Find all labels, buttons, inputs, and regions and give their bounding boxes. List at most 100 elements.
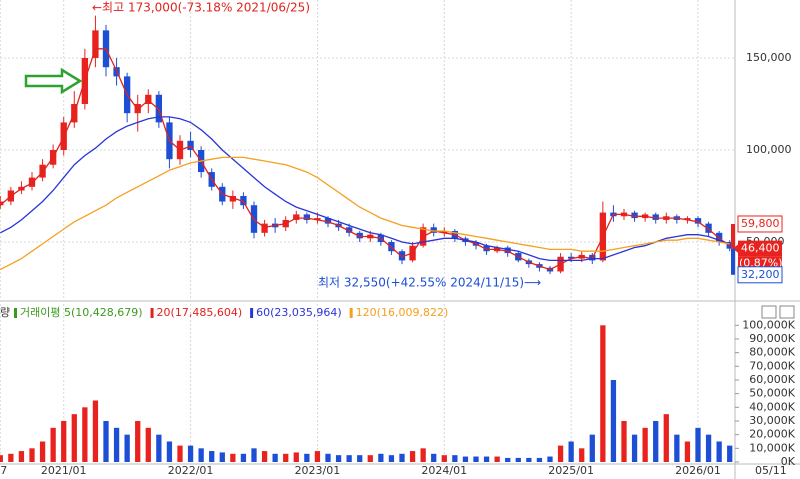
- volume-bar: [473, 456, 479, 462]
- volume-bar: [209, 451, 215, 462]
- y-tick-label: 40,000K: [749, 400, 795, 413]
- candle-body: [303, 214, 311, 220]
- candle-body: [430, 227, 437, 233]
- volume-bar: [653, 420, 659, 462]
- candle-body: [261, 223, 268, 233]
- candle-body: [483, 245, 490, 252]
- volume-bar: [462, 456, 469, 462]
- grid: [0, 0, 735, 464]
- volume-bar: [0, 455, 3, 462]
- volume-bar: [145, 427, 151, 462]
- current-price: 46,400: [741, 242, 780, 255]
- candle-body: [504, 247, 511, 254]
- legend-entry: 60(23,035,964): [256, 306, 342, 319]
- volume-bar: [71, 414, 77, 462]
- volume-bar: [378, 453, 384, 462]
- volume-bar: [283, 453, 289, 462]
- legend-swatch: [250, 308, 254, 318]
- price-tag: [737, 266, 783, 284]
- volume-bar: [61, 420, 67, 462]
- volume-bar: [420, 448, 426, 462]
- y-tick-label: 100,000: [746, 143, 792, 156]
- x-tick-label: 2026/01: [675, 464, 721, 477]
- volume-bar: [272, 453, 278, 462]
- volume-bar: [674, 434, 680, 462]
- legend-swatch: [349, 308, 353, 318]
- volume-bar: [388, 455, 395, 462]
- volume-bar: [589, 434, 595, 462]
- range-bar-down: [731, 248, 735, 275]
- y-tick-label: 10,000K: [749, 441, 795, 454]
- volume-bar: [240, 453, 247, 462]
- candle-body: [229, 196, 237, 202]
- moving-average-line: [0, 116, 730, 262]
- candle-body: [398, 251, 406, 261]
- icon[interactable]: [761, 305, 777, 319]
- y-tick-label: 150,000: [746, 51, 792, 64]
- volume-bar: [716, 441, 722, 462]
- x-tick-label: 2021/01: [41, 464, 87, 477]
- candle-body: [155, 94, 163, 123]
- volume-bar: [610, 379, 617, 462]
- volume-bar: [113, 427, 120, 462]
- volume-bar: [314, 451, 321, 462]
- volume-bar: [536, 457, 543, 462]
- candle-body: [715, 232, 723, 243]
- volume-label: 량: [0, 306, 10, 319]
- range-bar-up: [731, 223, 735, 249]
- x-tick-label: 2024/01: [421, 464, 467, 477]
- volume-bar: [621, 420, 627, 462]
- legend-swatch: [14, 308, 17, 318]
- y-tick-label: 80,000K: [749, 346, 795, 359]
- candle-body: [293, 214, 300, 220]
- volume-bar: [727, 445, 733, 462]
- volume-bar: [441, 455, 447, 462]
- volume-bar: [198, 448, 204, 462]
- candle-body: [356, 232, 363, 239]
- volume-bar: [29, 448, 35, 462]
- volume-bar: [642, 427, 648, 462]
- legend-entry: 20(17,485,604): [157, 306, 243, 319]
- volume-bar: [166, 441, 173, 462]
- right-axis: 50,000100,000150,0000K10,000K20,000K30,0…: [731, 51, 796, 468]
- y-tick-label: 0K: [781, 455, 796, 468]
- volume-bar: [156, 434, 162, 462]
- candle-body: [324, 218, 332, 224]
- volume-bar: [261, 451, 268, 462]
- candle-body: [441, 230, 448, 233]
- moving-average-line: [0, 156, 730, 271]
- candle-body: [345, 227, 353, 233]
- x-tick-label: 07: [0, 464, 7, 477]
- candle-body: [694, 218, 702, 224]
- volume-bar: [705, 434, 712, 462]
- volume-bar: [124, 434, 130, 462]
- volume-bar: [483, 456, 490, 462]
- y-tick-label: 20,000K: [749, 428, 795, 441]
- volume-bar: [39, 441, 46, 462]
- x-tick-label: 2023/01: [295, 464, 341, 477]
- volume-bar: [431, 453, 437, 462]
- volume-bar: [367, 455, 373, 462]
- volume-bar: [92, 400, 99, 462]
- volume-bar: [547, 456, 553, 462]
- y-tick-label: 100,000K: [742, 318, 795, 331]
- current-price-marker: [733, 243, 739, 254]
- volume-bar: [50, 427, 56, 462]
- price-tag: [737, 215, 783, 233]
- volume-bar: [579, 448, 585, 462]
- max-annotation: ←최고 173,000(-73.18% 2021/06/25): [92, 1, 310, 15]
- candle-body: [388, 242, 395, 252]
- volume-bar: [293, 452, 299, 462]
- icon[interactable]: [779, 305, 795, 319]
- volume-bar: [526, 457, 532, 462]
- volume-bar: [600, 325, 606, 462]
- y-tick-label: 70,000K: [749, 359, 795, 372]
- volume-bar: [325, 453, 331, 462]
- volume-bar: [452, 455, 458, 462]
- legend-entry: 120(16,009,822): [356, 306, 449, 319]
- volume-bar: [251, 448, 257, 462]
- y-tick-label: 50,000K: [749, 387, 795, 400]
- volume-bar: [177, 445, 183, 462]
- volume-bar: [399, 453, 405, 462]
